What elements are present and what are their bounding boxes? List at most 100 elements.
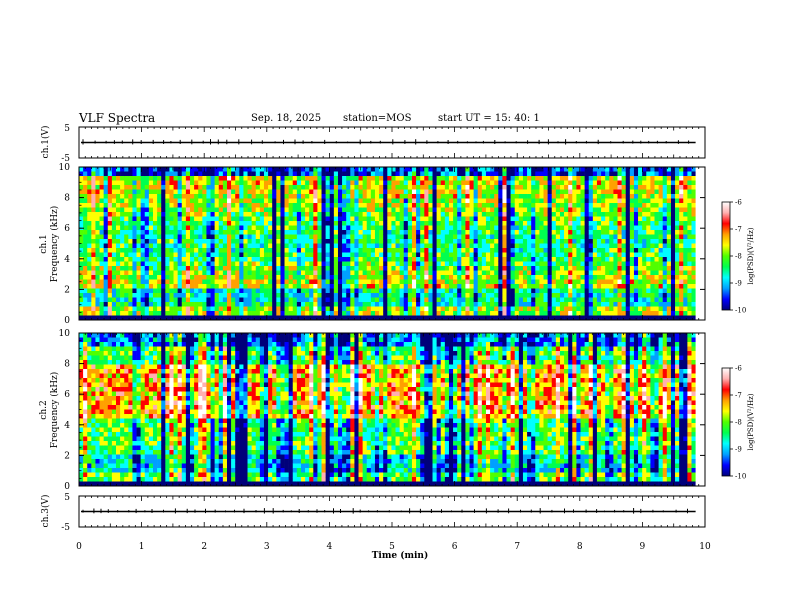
spectrogram-cell bbox=[473, 230, 479, 235]
spectrogram-cell bbox=[169, 297, 174, 303]
spectrogram-cell bbox=[79, 288, 84, 294]
spectrogram-cell bbox=[510, 239, 516, 244]
spectrogram-cell bbox=[502, 203, 507, 208]
spectrogram-cell bbox=[539, 252, 544, 258]
spectrogram-cell bbox=[317, 275, 322, 280]
spectrogram-cell bbox=[588, 180, 594, 186]
spectrogram-cell bbox=[662, 297, 668, 303]
spectrogram-cell bbox=[206, 189, 211, 195]
spectrogram-cell bbox=[555, 176, 561, 181]
spectrogram-cell bbox=[280, 266, 285, 271]
spectrogram-cell bbox=[580, 306, 585, 312]
spectrogram-cell bbox=[564, 311, 569, 316]
spectrogram-cell bbox=[498, 248, 503, 253]
spectrogram-cell bbox=[280, 171, 285, 177]
spectrogram-cell bbox=[329, 315, 335, 321]
spectrogram-cell bbox=[79, 185, 84, 190]
spectrogram-cell bbox=[259, 189, 265, 195]
spectrogram-cell bbox=[99, 311, 104, 316]
spectrogram-cell bbox=[251, 288, 257, 294]
spectrogram-cell bbox=[111, 311, 117, 316]
spectrogram-cell bbox=[300, 230, 306, 235]
spectrogram-cell bbox=[658, 293, 664, 298]
spectrogram-cell bbox=[440, 252, 446, 258]
spectrogram-cell bbox=[453, 189, 458, 195]
spectrogram-cell bbox=[596, 297, 602, 303]
spectrogram-cell bbox=[605, 225, 610, 231]
spectrogram-cell bbox=[173, 302, 178, 307]
spectrogram-cell bbox=[646, 167, 651, 172]
spectrogram-cell bbox=[337, 239, 343, 244]
spectrogram-cell bbox=[83, 275, 88, 280]
spectrogram-cell bbox=[650, 248, 655, 253]
spectrogram-cell bbox=[485, 315, 491, 321]
spectrogram-cell bbox=[91, 293, 96, 298]
spectrogram-cell bbox=[263, 207, 269, 213]
spectrogram-cell bbox=[313, 306, 318, 312]
spectrogram-cell bbox=[214, 176, 220, 181]
spectrogram-cell bbox=[305, 302, 310, 307]
spectrogram-cell bbox=[235, 212, 240, 217]
spectrogram-cell bbox=[502, 189, 507, 195]
spectrogram-cell bbox=[535, 311, 540, 316]
spectrogram-cell bbox=[169, 185, 174, 190]
spectrogram-cell bbox=[136, 221, 141, 226]
spectrogram-cell bbox=[177, 275, 183, 280]
spectrogram-cell bbox=[333, 315, 339, 321]
spectrogram-cell bbox=[551, 185, 557, 190]
spectrogram-cell bbox=[473, 185, 479, 190]
spectrogram-cell bbox=[522, 216, 528, 222]
spectrogram-cell bbox=[461, 167, 466, 172]
spectrogram-cell bbox=[300, 261, 306, 267]
spectrogram-cell bbox=[576, 261, 581, 267]
spectrogram-cell bbox=[206, 221, 211, 226]
spectrogram-cell bbox=[259, 297, 265, 303]
spectrogram-cell bbox=[128, 225, 133, 231]
spectrogram-cell bbox=[411, 243, 417, 249]
spectrogram-cell bbox=[379, 275, 384, 280]
spectrogram-cell bbox=[194, 257, 199, 262]
spectrogram-cell bbox=[666, 212, 672, 217]
spectrogram-cell bbox=[629, 239, 635, 244]
spectrogram-cell bbox=[194, 293, 199, 298]
spectrogram-cell bbox=[543, 225, 548, 231]
spectrogram-cell bbox=[280, 311, 285, 316]
spectrogram-cell bbox=[185, 311, 191, 316]
spectrogram-cell bbox=[461, 306, 466, 312]
spectrogram-cell bbox=[379, 243, 384, 249]
spectrogram-cell bbox=[300, 270, 306, 276]
spectrogram-cell bbox=[251, 297, 257, 303]
spectrogram-cell bbox=[161, 176, 166, 181]
spectrogram-cell bbox=[518, 284, 524, 289]
spectrogram-cell bbox=[522, 230, 528, 235]
spectrogram-cell bbox=[329, 230, 335, 235]
spectrogram-cell bbox=[543, 230, 548, 235]
spectrogram-cell bbox=[436, 207, 442, 213]
spectrogram-cell bbox=[407, 270, 413, 276]
spectrogram-cell bbox=[399, 302, 405, 307]
spectrogram-cell bbox=[300, 194, 306, 199]
spectrogram-cell bbox=[510, 297, 516, 303]
spectrogram-cell bbox=[239, 261, 244, 267]
spectrogram-cell bbox=[638, 189, 643, 195]
spectrogram-cell bbox=[181, 189, 187, 195]
spectrogram-cell bbox=[189, 302, 195, 307]
spectrogram-cell bbox=[370, 297, 376, 303]
spectrogram-cell bbox=[161, 234, 166, 240]
spectrogram-cell bbox=[490, 266, 495, 271]
spectrogram-cell bbox=[317, 185, 322, 190]
spectrogram-cell bbox=[181, 288, 187, 294]
spectrogram-cell bbox=[588, 198, 594, 204]
spectrogram-cell bbox=[374, 198, 380, 204]
spectrogram-cell bbox=[181, 248, 187, 253]
spectrogram-cell bbox=[592, 243, 598, 249]
spectrogram-cell bbox=[502, 279, 507, 285]
spectrogram-cell bbox=[416, 225, 421, 231]
spectrogram-cell bbox=[436, 230, 442, 235]
spectrogram-cell bbox=[485, 234, 491, 240]
spectrogram-cell bbox=[243, 234, 248, 240]
spectrogram-cell bbox=[362, 230, 368, 235]
spectrogram-cell bbox=[152, 270, 158, 276]
spectrogram-cell bbox=[490, 243, 495, 249]
spectrogram-cell bbox=[518, 180, 524, 186]
